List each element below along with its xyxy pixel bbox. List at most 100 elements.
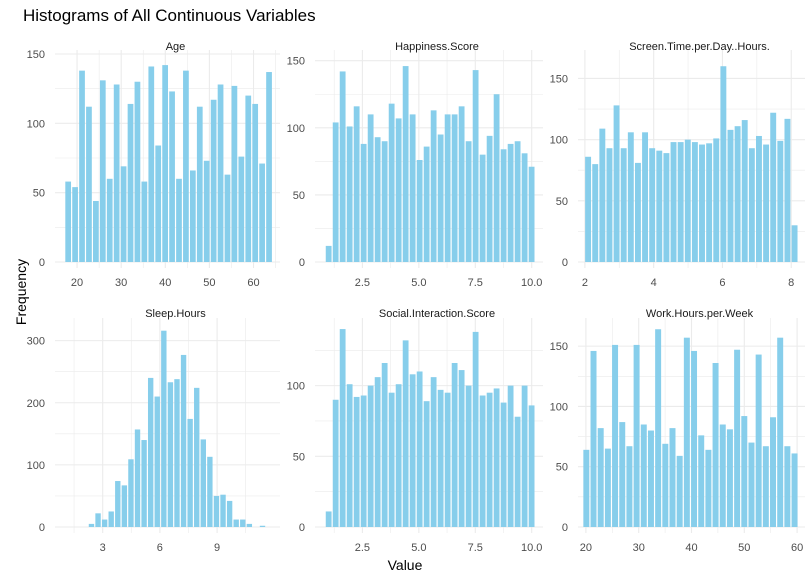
histogram-bar (226, 500, 233, 527)
x-tick-label: 10.0 (521, 277, 542, 289)
histogram-bar (200, 439, 206, 527)
histogram-bar (612, 344, 619, 527)
y-tick-label: 50 (556, 462, 568, 474)
y-tick-label: 50 (556, 196, 568, 208)
histogram-bar (353, 106, 360, 263)
histogram-bar (430, 377, 437, 527)
histogram-bar (762, 446, 769, 527)
histogram-bar (127, 103, 134, 262)
histogram-bar (437, 134, 444, 262)
histogram-bar (346, 384, 353, 527)
histogram-bar (339, 329, 346, 527)
histogram-bar (360, 395, 367, 527)
histogram-bar (134, 429, 141, 527)
histogram-bar (669, 428, 676, 527)
x-tick-label: 2.5 (355, 277, 370, 289)
histogram-bar (699, 144, 705, 262)
histogram-bar (756, 135, 762, 262)
histogram-bar (691, 350, 698, 527)
histogram-bar (791, 225, 798, 262)
histogram-bar (763, 144, 770, 262)
histogram-bar (500, 149, 507, 262)
x-tick-label: 7.5 (468, 542, 483, 554)
histogram-bar (444, 392, 451, 527)
y-tick-label: 100 (550, 135, 568, 147)
histogram-bar (727, 129, 734, 262)
histogram-bar (647, 430, 654, 527)
histogram-bar (174, 379, 180, 527)
histogram-bar (233, 519, 239, 527)
histogram-bar (606, 148, 613, 262)
x-tick-label: 6 (719, 277, 725, 289)
histogram-bar (528, 405, 535, 527)
histogram-bar (791, 453, 798, 527)
histogram-bar (684, 139, 691, 262)
histogram-bar (712, 363, 719, 527)
histogram-bar (99, 80, 106, 262)
histogram-bar (180, 354, 187, 527)
histogram-bar (128, 459, 134, 527)
histogram-bar (245, 95, 252, 262)
histogram-bar (95, 513, 101, 527)
histogram-bar (677, 142, 684, 262)
histogram-bar (592, 164, 599, 262)
y-tick-label: 0 (562, 257, 568, 269)
histogram-bar (217, 84, 224, 262)
histogram-bar (613, 105, 620, 262)
y-tick-label: 300 (27, 336, 45, 348)
histogram-bar (726, 429, 733, 527)
histogram-bar (121, 485, 128, 527)
histogram-bar (642, 132, 649, 262)
histogram-bar (402, 66, 409, 262)
histogram-bar (619, 422, 626, 527)
histogram-bar (161, 330, 167, 527)
histogram-bar (259, 525, 266, 527)
panel-title: Work.Hours.per.Week (646, 308, 754, 320)
histogram-bar (705, 449, 712, 527)
y-tick-label: 100 (27, 460, 45, 472)
histogram-bar (507, 385, 514, 527)
histogram-bar (88, 523, 95, 527)
histogram-bar (231, 85, 238, 262)
histogram-bar (493, 94, 500, 263)
histogram-bar (734, 349, 741, 527)
histogram-bar (148, 66, 155, 262)
histogram-bar (784, 118, 791, 262)
chart-title: Histograms of All Continuous Variables (23, 6, 316, 25)
y-tick-label: 0 (39, 257, 45, 269)
histogram-bar (755, 354, 762, 527)
histogram-bar (458, 106, 465, 263)
x-tick-label: 40 (685, 542, 697, 554)
histogram-bar (683, 337, 690, 527)
histogram-bar (649, 148, 656, 262)
panel-title: Sleep.Hours (145, 308, 206, 320)
x-tick-label: 20 (71, 277, 83, 289)
histogram-bar (183, 70, 189, 262)
histogram-bar (101, 519, 108, 527)
x-tick-label: 50 (738, 542, 750, 554)
x-axis-label: Value (387, 557, 423, 573)
histogram-bar (210, 99, 217, 262)
histogram-bar (196, 106, 203, 263)
histogram-bar (493, 388, 500, 527)
histogram-bar (748, 148, 755, 262)
panel-title: Happiness.Score (395, 41, 479, 53)
histogram-bar (238, 156, 245, 262)
x-tick-label: 3 (100, 542, 106, 554)
histogram-bar (416, 371, 423, 527)
histogram-bar (741, 120, 748, 262)
histogram-bar (113, 84, 120, 262)
y-tick-label: 150 (287, 56, 305, 68)
histogram-bar (500, 402, 507, 527)
histogram-bar (719, 424, 726, 527)
histogram-bar (240, 519, 246, 527)
histogram-bar (583, 449, 590, 527)
y-tick-label: 50 (293, 451, 305, 463)
histogram-bar (634, 162, 641, 262)
x-tick-label: 4 (651, 277, 657, 289)
histogram-bar (409, 374, 416, 527)
histogram-bar (325, 245, 332, 262)
histogram-bar (741, 416, 748, 527)
panel-title: Age (166, 41, 186, 53)
histogram-bar (698, 435, 705, 527)
